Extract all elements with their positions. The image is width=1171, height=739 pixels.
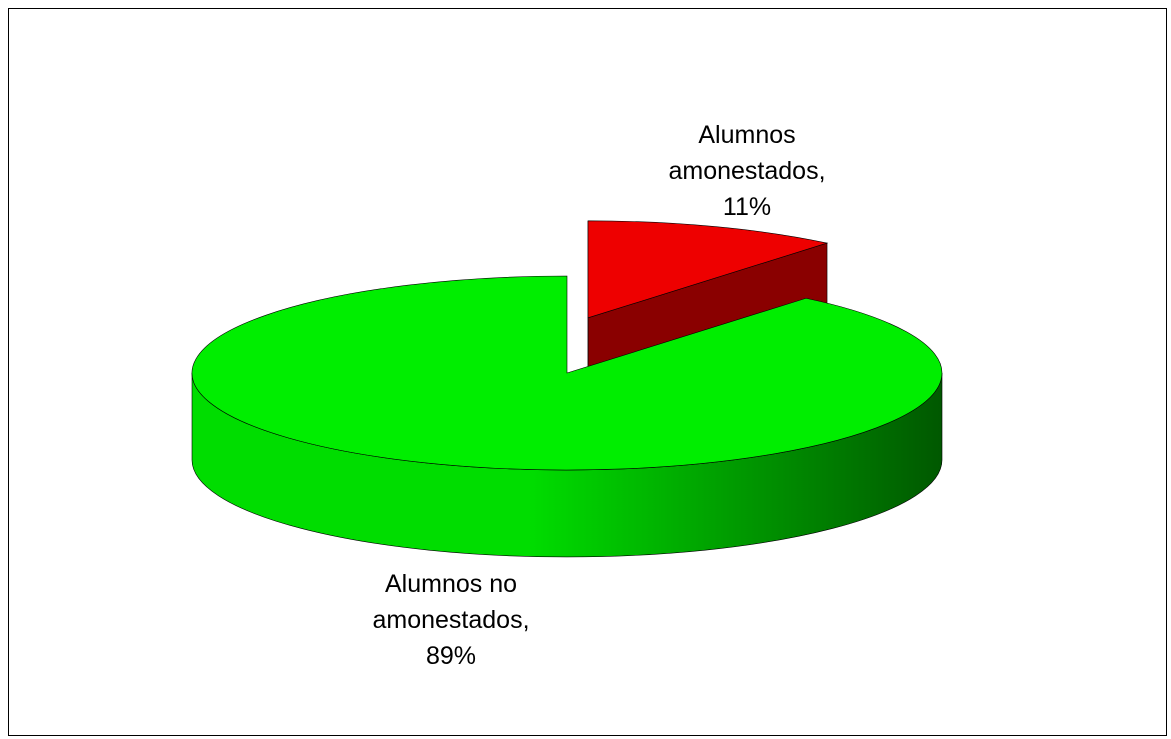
- data-label-no-amonestados-category-cont: amonestados,: [372, 606, 530, 634]
- chart-frame: Alumnos amonestados, 11% Alumnos no amon…: [8, 8, 1167, 736]
- data-label-amonestados: Alumnos amonestados, 11%: [647, 117, 847, 225]
- data-label-no-amonestados-category: Alumnos no: [384, 570, 518, 598]
- pie-chart: [191, 220, 943, 558]
- slice-amonestados-top: [587, 220, 829, 319]
- data-label-no-amonestados: Alumnos no amonestados, 89%: [351, 566, 551, 674]
- data-label-amonestados-value: 11%: [722, 193, 772, 221]
- data-label-amonestados-category: Alumnos: [698, 121, 796, 149]
- data-label-no-amonestados-value: 89%: [425, 642, 477, 670]
- data-label-amonestados-category-cont: amonestados,: [668, 157, 826, 185]
- slice-no-amonestados-top: [191, 275, 943, 471]
